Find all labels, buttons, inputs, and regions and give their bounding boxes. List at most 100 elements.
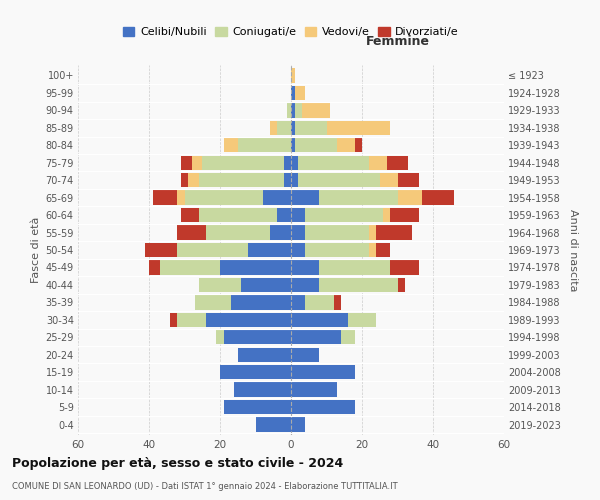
Bar (295, 86, 305, 100)
Bar (291, 382, 337, 397)
Bar (334, 295, 341, 310)
Bar (188, 173, 199, 188)
Bar (291, 68, 295, 82)
Bar (326, 120, 391, 135)
Bar (348, 312, 376, 327)
Bar (170, 312, 178, 327)
Bar (178, 226, 206, 239)
Bar (220, 365, 291, 380)
Bar (178, 243, 248, 257)
Bar (284, 173, 291, 188)
Bar (178, 190, 185, 205)
Bar (224, 330, 291, 344)
Bar (305, 226, 369, 239)
Bar (355, 138, 362, 152)
Bar (145, 243, 178, 257)
Bar (238, 138, 291, 152)
Bar (291, 173, 298, 188)
Bar (383, 208, 391, 222)
Bar (199, 173, 284, 188)
Bar (181, 173, 188, 188)
Bar (291, 365, 355, 380)
Bar (220, 260, 291, 274)
Bar (284, 156, 291, 170)
Bar (291, 418, 305, 432)
Bar (277, 120, 291, 135)
Text: COMUNE DI SAN LEONARDO (UD) - Dati ISTAT 1° gennaio 2024 - Elaborazione TUTTITAL: COMUNE DI SAN LEONARDO (UD) - Dati ISTAT… (12, 482, 398, 491)
Bar (160, 260, 220, 274)
Bar (291, 190, 319, 205)
Bar (191, 156, 202, 170)
Bar (369, 156, 387, 170)
Bar (195, 295, 230, 310)
Text: Femmine: Femmine (365, 36, 430, 49)
Y-axis label: Anni di nascita: Anni di nascita (568, 209, 578, 291)
Bar (234, 382, 291, 397)
Bar (369, 226, 376, 239)
Bar (181, 156, 191, 170)
Bar (391, 208, 419, 222)
Bar (319, 190, 398, 205)
Bar (291, 295, 305, 310)
Bar (291, 312, 348, 327)
Bar (217, 330, 224, 344)
Bar (369, 243, 376, 257)
Legend: Celibi/Nubili, Coniugati/e, Vedovi/e, Divorziati/e: Celibi/Nubili, Coniugati/e, Vedovi/e, Di… (119, 22, 463, 42)
Bar (199, 278, 241, 292)
Bar (263, 190, 291, 205)
Bar (291, 260, 319, 274)
Bar (398, 173, 419, 188)
Bar (291, 348, 319, 362)
Bar (149, 260, 160, 274)
Bar (319, 260, 391, 274)
Bar (178, 312, 206, 327)
Bar (181, 208, 199, 222)
Bar (238, 348, 291, 362)
Bar (376, 243, 391, 257)
Bar (298, 173, 380, 188)
Bar (319, 278, 398, 292)
Bar (241, 278, 291, 292)
Bar (291, 138, 295, 152)
Bar (305, 243, 369, 257)
Bar (224, 138, 238, 152)
Bar (422, 190, 454, 205)
Bar (291, 86, 295, 100)
Bar (256, 418, 291, 432)
Bar (291, 330, 341, 344)
Bar (248, 243, 291, 257)
Bar (291, 278, 319, 292)
Bar (206, 312, 291, 327)
Y-axis label: Fasce di età: Fasce di età (31, 217, 41, 283)
Bar (387, 156, 408, 170)
Bar (291, 226, 305, 239)
Bar (398, 190, 422, 205)
Bar (277, 208, 291, 222)
Bar (291, 103, 295, 118)
Bar (341, 330, 355, 344)
Text: Popolazione per età, sesso e stato civile - 2024: Popolazione per età, sesso e stato civil… (12, 458, 343, 470)
Bar (305, 295, 334, 310)
Bar (152, 190, 178, 205)
Bar (291, 120, 295, 135)
Bar (380, 173, 398, 188)
Bar (298, 156, 369, 170)
Bar (224, 400, 291, 414)
Bar (305, 208, 383, 222)
Bar (291, 208, 305, 222)
Bar (199, 208, 277, 222)
Bar (291, 243, 305, 257)
Bar (185, 190, 263, 205)
Bar (295, 120, 326, 135)
Bar (287, 103, 291, 118)
Bar (202, 156, 284, 170)
Bar (337, 138, 355, 152)
Bar (291, 156, 298, 170)
Bar (302, 103, 330, 118)
Bar (398, 278, 404, 292)
Bar (391, 260, 419, 274)
Bar (291, 400, 355, 414)
Bar (270, 120, 277, 135)
Bar (206, 226, 270, 239)
Bar (295, 138, 337, 152)
